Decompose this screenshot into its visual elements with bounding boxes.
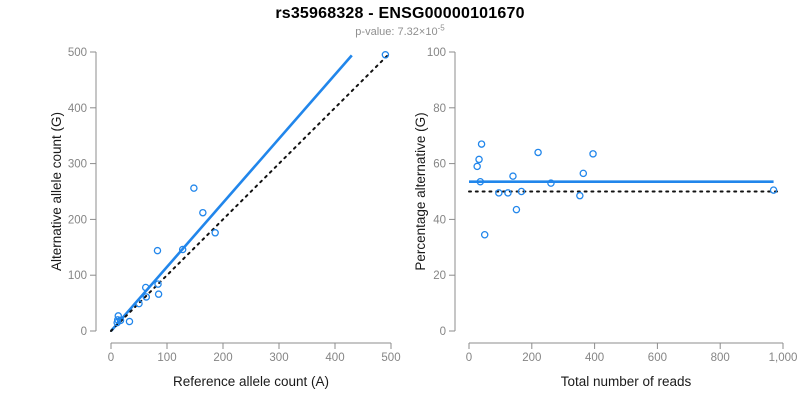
x-tick-label: 300 — [269, 352, 288, 364]
data-point — [495, 189, 503, 197]
p-value-subtitle: p-value: 7.32×10-5 — [0, 23, 800, 38]
x-tick-label: 200 — [522, 352, 541, 364]
y-tick-label: 300 — [68, 159, 87, 171]
data-point — [576, 191, 584, 200]
percentage-vs-reads-scatter-x-axis-title: Total number of reads — [561, 374, 692, 389]
data-point — [480, 230, 489, 239]
x-tick-label: 0 — [466, 352, 472, 364]
data-point — [473, 162, 481, 171]
p-value-exponent: -5 — [437, 23, 445, 33]
x-tick-label: 400 — [325, 352, 344, 364]
y-tick-label: 40 — [433, 214, 446, 226]
y-tick-label: 400 — [68, 103, 87, 115]
data-point — [589, 150, 597, 158]
data-point — [190, 184, 198, 192]
data-point — [547, 179, 555, 187]
data-point — [476, 177, 485, 186]
data-point — [475, 155, 483, 164]
data-point — [509, 172, 517, 180]
data-point — [477, 140, 486, 148]
allele-count-scatter-x-axis-title: Reference allele count (A) — [173, 374, 329, 389]
data-point — [211, 229, 219, 237]
data-point — [154, 290, 163, 298]
data-point — [769, 186, 778, 194]
data-point — [125, 317, 134, 326]
fitted-ratio-line — [110, 54, 353, 332]
x-tick-label: 200 — [213, 352, 232, 364]
p-value-text: p-value: 7.32×10 — [355, 26, 438, 38]
x-tick-label: 100 — [157, 352, 176, 364]
y-tick-label: 100 — [68, 270, 87, 282]
y-tick-label: 0 — [81, 326, 87, 338]
y-tick-label: 80 — [433, 103, 446, 115]
data-point — [517, 187, 526, 196]
percentage-vs-reads-scatter-y-axis-title: Percentage alternative (G) — [413, 112, 428, 270]
y-tick-label: 0 — [440, 326, 446, 338]
y-tick-label: 60 — [433, 159, 446, 171]
data-point — [381, 51, 390, 59]
x-tick-label: 800 — [711, 352, 730, 364]
y-tick-label: 500 — [68, 47, 87, 59]
x-tick-label: 0 — [108, 352, 114, 364]
data-point — [178, 245, 187, 254]
data-point — [154, 280, 162, 288]
x-tick-label: 600 — [648, 352, 667, 364]
data-point — [135, 299, 143, 308]
y-tick-label: 20 — [433, 270, 446, 282]
data-point — [504, 189, 512, 197]
data-point — [579, 169, 588, 178]
data-point — [141, 283, 150, 292]
data-point — [512, 205, 521, 214]
data-point — [199, 208, 207, 217]
data-point — [116, 316, 125, 325]
identity-line — [110, 53, 390, 332]
data-point — [142, 293, 151, 301]
y-tick-label: 100 — [427, 47, 446, 59]
x-tick-label: 500 — [381, 352, 400, 364]
data-point — [153, 246, 162, 255]
data-point — [113, 316, 122, 324]
x-tick-label: 1,000 — [769, 352, 798, 364]
data-point — [534, 148, 542, 157]
page-title: rs35968328 - ENSG00000101670 — [275, 5, 525, 22]
x-tick-label: 400 — [585, 352, 604, 364]
allele-count-scatter-y-axis-title: Alternative allele count (G) — [49, 112, 64, 271]
y-tick-label: 200 — [68, 214, 87, 226]
